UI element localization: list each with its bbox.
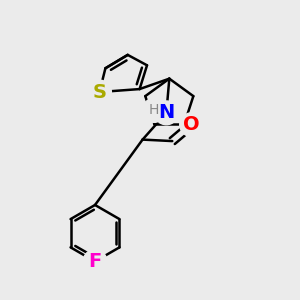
Circle shape <box>88 80 111 104</box>
Circle shape <box>180 113 203 136</box>
Text: N: N <box>158 103 175 122</box>
Text: F: F <box>88 252 102 271</box>
Text: S: S <box>92 82 106 101</box>
Circle shape <box>83 250 107 273</box>
Text: O: O <box>183 115 200 134</box>
Text: H: H <box>149 103 159 118</box>
Circle shape <box>142 99 166 122</box>
Circle shape <box>154 101 178 125</box>
